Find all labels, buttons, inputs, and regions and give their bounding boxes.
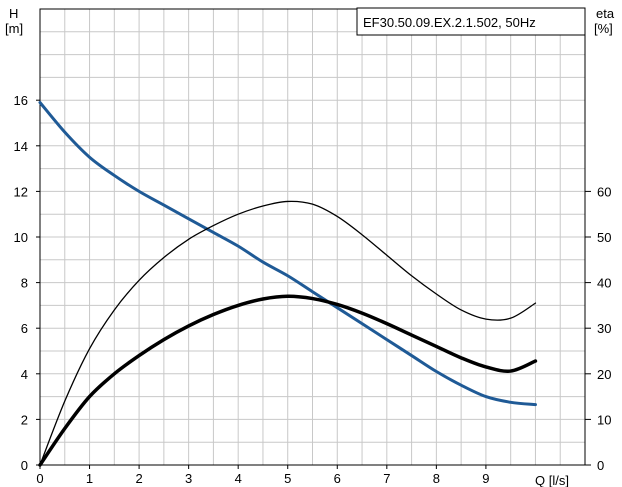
y-left-tick-label: 2: [21, 412, 28, 427]
y-left-tick-label: 4: [21, 367, 28, 382]
grid: [40, 9, 585, 465]
x-tick-label: 5: [284, 471, 291, 486]
y-left-label-line2: [m]: [5, 21, 23, 36]
legend-box: EF30.50.09.EX.2.1.502, 50Hz: [357, 8, 585, 35]
y-right-tick-label: 10: [597, 412, 611, 427]
y-right-label-line2: [%]: [594, 21, 613, 36]
y-right-tick-label: 0: [597, 458, 604, 473]
x-tick-label: 4: [235, 471, 242, 486]
chart-title: EF30.50.09.EX.2.1.502, 50Hz: [363, 15, 536, 30]
x-tick-label: 0: [36, 471, 43, 486]
x-tick-label: 2: [135, 471, 142, 486]
x-tick-label: 1: [86, 471, 93, 486]
y-right-tick-label: 60: [597, 184, 611, 199]
x-tick-label: 8: [433, 471, 440, 486]
x-axis-label: Q [l/s]: [535, 473, 569, 487]
y-left-tick-label: 6: [21, 321, 28, 336]
x-tick-label: 3: [185, 471, 192, 486]
x-tick-label: 7: [383, 471, 390, 486]
y-left-label-line1: H: [9, 6, 18, 21]
y-left-tick-label: 16: [14, 93, 28, 108]
x-tick-label: 9: [482, 471, 489, 486]
y-right-tick-label: 30: [597, 321, 611, 336]
y-left-tick-label: 8: [21, 276, 28, 291]
y-right-tick-label: 40: [597, 276, 611, 291]
y-left-tick-label: 0: [21, 458, 28, 473]
y-left-tick-label: 10: [14, 230, 28, 245]
y-right-tick-label: 50: [597, 230, 611, 245]
y-right-tick-label: 20: [597, 367, 611, 382]
y-right-label-line1: eta: [596, 6, 615, 21]
x-tick-label: 6: [334, 471, 341, 486]
y-left-tick-label: 12: [14, 184, 28, 199]
y-left-tick-label: 14: [14, 139, 28, 154]
